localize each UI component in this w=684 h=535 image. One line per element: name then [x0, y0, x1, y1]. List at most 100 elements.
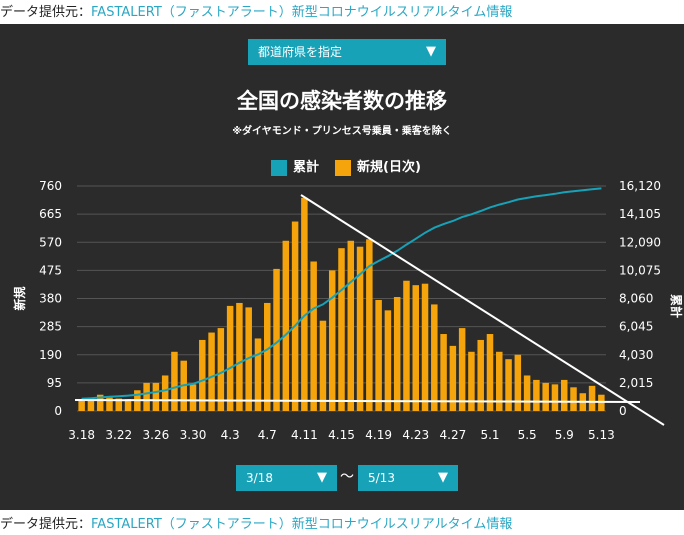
chevron-down-icon: ▼: [426, 44, 436, 59]
bar-daily[interactable]: [236, 302, 243, 411]
x-tick-label: 4.23: [402, 428, 429, 442]
annotation-baseline: [74, 399, 641, 403]
bar-daily[interactable]: [328, 270, 336, 411]
bar-daily[interactable]: [560, 379, 568, 411]
bar-daily[interactable]: [199, 339, 206, 411]
date-range-separator: 〜: [340, 469, 354, 485]
bar-daily[interactable]: [254, 338, 262, 411]
bar-daily[interactable]: [542, 382, 549, 411]
bar-daily[interactable]: [505, 359, 512, 411]
y-tick-label-right: 8,060: [619, 292, 653, 306]
bar-daily[interactable]: [245, 307, 252, 411]
x-tick-label: 3.18: [68, 428, 95, 442]
bar-daily[interactable]: [87, 400, 95, 411]
date-from-value: 3/18: [246, 471, 273, 485]
bar-daily[interactable]: [347, 240, 355, 411]
bar-daily[interactable]: [375, 299, 382, 411]
bar-daily[interactable]: [366, 239, 373, 411]
x-tick-label: 4.19: [365, 428, 392, 442]
bar-daily[interactable]: [588, 385, 596, 411]
bar-daily[interactable]: [551, 384, 559, 411]
legend-label-daily: 新規(日次): [357, 160, 421, 175]
y-tick-label-left: 665: [39, 207, 62, 221]
legend-item-cumulative[interactable]: 累計: [271, 160, 319, 176]
bar-daily[interactable]: [440, 334, 447, 411]
bar-daily[interactable]: [161, 375, 169, 411]
bar-daily[interactable]: [570, 387, 577, 411]
bar-daily[interactable]: [78, 399, 85, 411]
bar-daily[interactable]: [421, 283, 429, 411]
date-to-value: 5/13: [368, 471, 395, 485]
x-tick-label: 3.26: [143, 428, 170, 442]
bar-daily[interactable]: [152, 382, 160, 411]
bar-daily[interactable]: [273, 268, 280, 411]
legend-swatch-daily: [335, 160, 351, 176]
legend-label-cumulative: 累計: [293, 160, 320, 175]
date-from-select[interactable]: 3/18 ▼: [236, 465, 337, 491]
bar-daily[interactable]: [384, 310, 392, 411]
bar-daily[interactable]: [412, 285, 419, 411]
x-tick-label: 4.3: [221, 428, 240, 442]
bar-daily[interactable]: [124, 399, 132, 411]
chart-subtitle: ※ダイヤモンド・プリンセス号乗員・乗客を除く: [232, 126, 452, 137]
bar-daily[interactable]: [291, 221, 299, 411]
bar-daily[interactable]: [106, 397, 113, 411]
bar-daily[interactable]: [356, 246, 364, 411]
data-source-credit-top: データ提供元：FASTALERT（ファストアラート）新型コロナウイルスリアルタイ…: [0, 1, 512, 20]
x-tick-label: 4.11: [291, 428, 318, 442]
y-tick-label-right: 2,015: [619, 376, 653, 390]
bar-daily[interactable]: [403, 280, 410, 411]
bar-daily[interactable]: [431, 304, 438, 411]
y-tick-label-left: 0: [54, 404, 62, 418]
bar-daily[interactable]: [514, 354, 522, 411]
bar-daily[interactable]: [115, 398, 123, 411]
bar-daily[interactable]: [477, 339, 484, 411]
date-to-select[interactable]: 5/13 ▼: [358, 465, 458, 491]
y-axis-title-right: 累計: [669, 294, 684, 318]
x-tick-label: 5.5: [518, 428, 537, 442]
bar-daily[interactable]: [449, 345, 457, 411]
bar-daily[interactable]: [226, 305, 234, 411]
bar-daily[interactable]: [301, 197, 308, 411]
bar-daily[interactable]: [458, 328, 466, 411]
bar-daily[interactable]: [217, 328, 225, 411]
bar-daily[interactable]: [264, 302, 271, 411]
bar-daily[interactable]: [96, 394, 104, 411]
chevron-down-icon: ▼: [438, 470, 448, 485]
chevron-down-icon: ▼: [317, 470, 327, 485]
data-source-link[interactable]: FASTALERT（ファストアラート）新型コロナウイルスリアルタイム情報: [91, 517, 513, 532]
line-cumulative[interactable]: [81, 187, 602, 400]
prefecture-select[interactable]: 都道府県を指定 ▼: [248, 39, 446, 65]
bar-daily[interactable]: [533, 379, 540, 411]
y-axis-title-left: 新規: [12, 286, 27, 310]
bar-daily[interactable]: [496, 351, 503, 411]
legend-item-daily[interactable]: 新規(日次): [335, 160, 421, 176]
x-tick-label: 5.13: [588, 428, 615, 442]
x-tick-label: 3.30: [180, 428, 207, 442]
bar-daily[interactable]: [468, 351, 475, 411]
bar-daily[interactable]: [189, 384, 197, 411]
bar-daily[interactable]: [143, 382, 150, 411]
bar-daily[interactable]: [310, 261, 317, 411]
data-source-credit-bottom: データ提供元：FASTALERT（ファストアラート）新型コロナウイルスリアルタイ…: [0, 513, 512, 532]
prefecture-select-label: 都道府県を指定: [258, 45, 343, 59]
bar-daily[interactable]: [171, 351, 178, 411]
chart-plot: 760 16,120 665 14,105 570 12,090 475 10,075 380 8…: [12, 179, 684, 442]
bar-daily[interactable]: [393, 297, 401, 411]
y-tick-label-left: 95: [47, 376, 62, 390]
y-tick-label-left: 760: [39, 179, 62, 193]
y-tick-label-right: 4,030: [619, 348, 653, 362]
y-tick-label-right: 14,105: [619, 207, 661, 221]
data-source-link[interactable]: FASTALERT（ファストアラート）新型コロナウイルスリアルタイム情報: [91, 5, 513, 20]
bar-daily[interactable]: [338, 248, 345, 411]
annotation-trend-line: [300, 194, 665, 426]
data-source-prefix: データ提供元：: [0, 5, 92, 20]
x-tick-label: 4.15: [328, 428, 355, 442]
y-tick-label-right: 6,045: [619, 320, 653, 334]
bar-daily[interactable]: [319, 320, 327, 411]
bar-daily[interactable]: [208, 332, 215, 411]
bar-daily[interactable]: [282, 240, 290, 411]
bar-daily[interactable]: [523, 375, 531, 411]
y-tick-label-left: 570: [39, 235, 62, 249]
bar-daily[interactable]: [486, 334, 494, 411]
